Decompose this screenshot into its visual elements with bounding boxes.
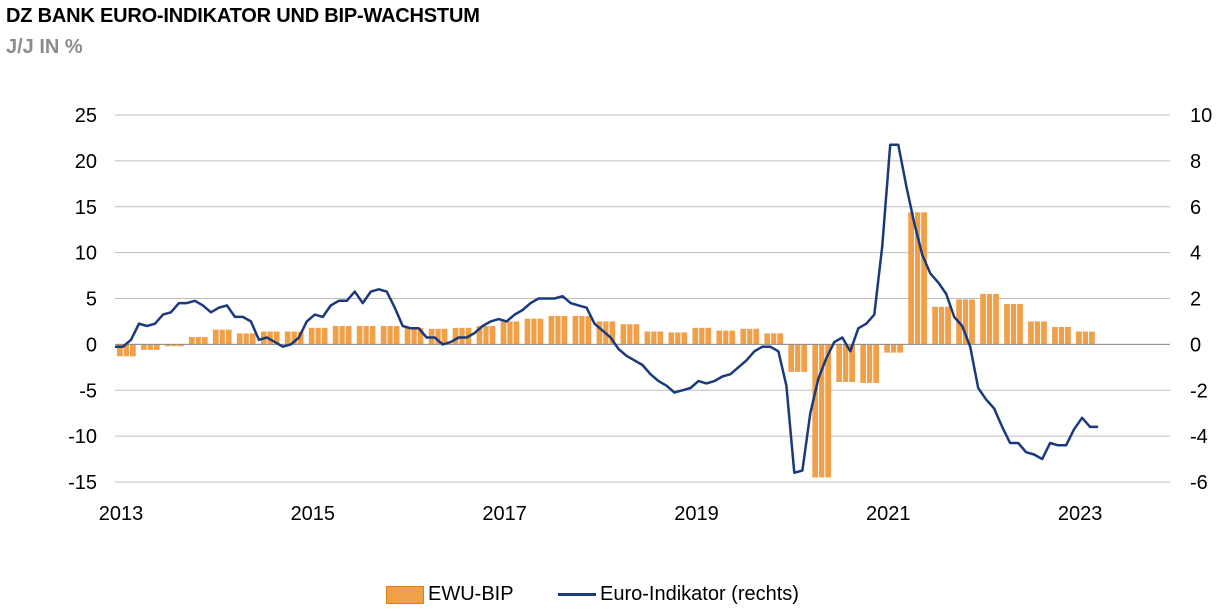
bar-ewu-bip [380,326,400,345]
bar-ewu-bip [212,329,232,345]
y-left-tick-label: 15 [75,197,97,219]
y-right-tick-label: 8 [1190,151,1201,173]
bar-ewu-bip [956,299,975,345]
bar-ewu-bip [164,344,184,347]
y-right-tick-label: 10 [1190,105,1212,127]
legend-item-line: Euro-Indikator (rechts) [558,583,799,606]
gridlines [115,114,1170,483]
y-left-tick-label: -15 [68,472,97,494]
chart-title: DZ BANK EURO-INDIKATOR UND BIP-WACHSTUM [6,5,480,27]
bar-ewu-bip [1028,321,1047,345]
y-left-tick-label: -10 [68,426,97,448]
bar-ewu-bip [836,344,856,382]
x-tick-label: 2023 [1058,503,1103,525]
bar-ewu-bip [356,326,376,345]
bar-ewu-bip [308,327,328,345]
bar-ewu-bip [1076,331,1095,345]
y-left-tick-label: 25 [75,105,97,127]
legend-label-bar: EWU-BIP [428,583,514,605]
bar-ewu-bip [572,315,592,345]
bar-ewu-bip [452,327,472,345]
bar-ewu-bip [117,344,136,357]
bar-ewu-bip [236,333,256,345]
x-tick-label: 2019 [674,503,719,525]
bar-ewu-bip [980,293,999,345]
y-left-tick-label: 10 [75,243,97,265]
x-tick-label: 2017 [482,503,527,525]
bar-ewu-bip [548,315,568,345]
bar-ewu-bip [476,326,496,345]
y-left-tick-label: 0 [86,334,97,356]
y-axis-left-labels: 25 20 15 10 5 0 -5 -10 -15 [68,105,97,494]
y-right-tick-label: -6 [1190,472,1208,494]
y-axis-right-labels: 10 8 6 4 2 0 -2 -4 -6 [1190,105,1212,494]
bar-ewu-bip [404,327,424,345]
bar-ewu-bip [428,328,448,345]
bar-ewu-bip [524,318,544,345]
bar-ewu-bip [740,328,760,345]
bar-ewu-bip [884,344,903,353]
x-axis-labels: 2013 2015 2017 2019 2021 2023 [99,503,1103,525]
bar-ewu-bip [764,333,784,345]
y-right-tick-label: 2 [1190,289,1201,311]
bar-ewu-bip [932,306,951,345]
legend-label-line: Euro-Indikator (rechts) [600,583,799,605]
x-tick-label: 2021 [866,503,911,525]
bar-ewu-bip [908,212,927,345]
bar-ewu-bip [500,321,520,345]
bar-ewu-bip [1052,326,1071,345]
chart-subtitle: J/J IN % [6,36,83,58]
bar-ewu-bip [860,344,879,383]
legend-swatch-line [558,593,596,596]
y-left-tick-label: 5 [86,289,97,311]
y-right-tick-label: 6 [1190,197,1201,219]
legend-swatch-bar [386,585,424,604]
y-left-tick-label: 20 [75,151,97,173]
bar-series-ewu-bip [117,212,1095,478]
bar-ewu-bip [788,344,808,372]
y-right-tick-label: 4 [1190,243,1201,265]
bar-ewu-bip [812,344,832,478]
bar-ewu-bip [692,327,712,345]
y-right-tick-label: 0 [1190,334,1201,356]
bar-ewu-bip [668,332,688,345]
bar-ewu-bip [188,337,208,345]
bar-ewu-bip [716,330,736,345]
bar-ewu-bip [644,331,664,345]
line-euro-indikator [115,143,1099,475]
legend: EWU-BIP Euro-Indikator (rechts) [0,583,1226,611]
y-left-tick-label: -5 [79,380,97,402]
legend-item-bar: EWU-BIP [386,583,514,606]
x-tick-label: 2013 [99,503,144,525]
line-series-euro-indikator [115,143,1099,475]
bar-ewu-bip [1004,304,1023,345]
bar-ewu-bip [332,326,352,345]
y-right-tick-label: -2 [1190,380,1208,402]
bar-ewu-bip [620,324,640,345]
x-tick-label: 2015 [291,503,336,525]
y-right-tick-label: -4 [1190,426,1208,448]
bar-ewu-bip [140,344,160,350]
